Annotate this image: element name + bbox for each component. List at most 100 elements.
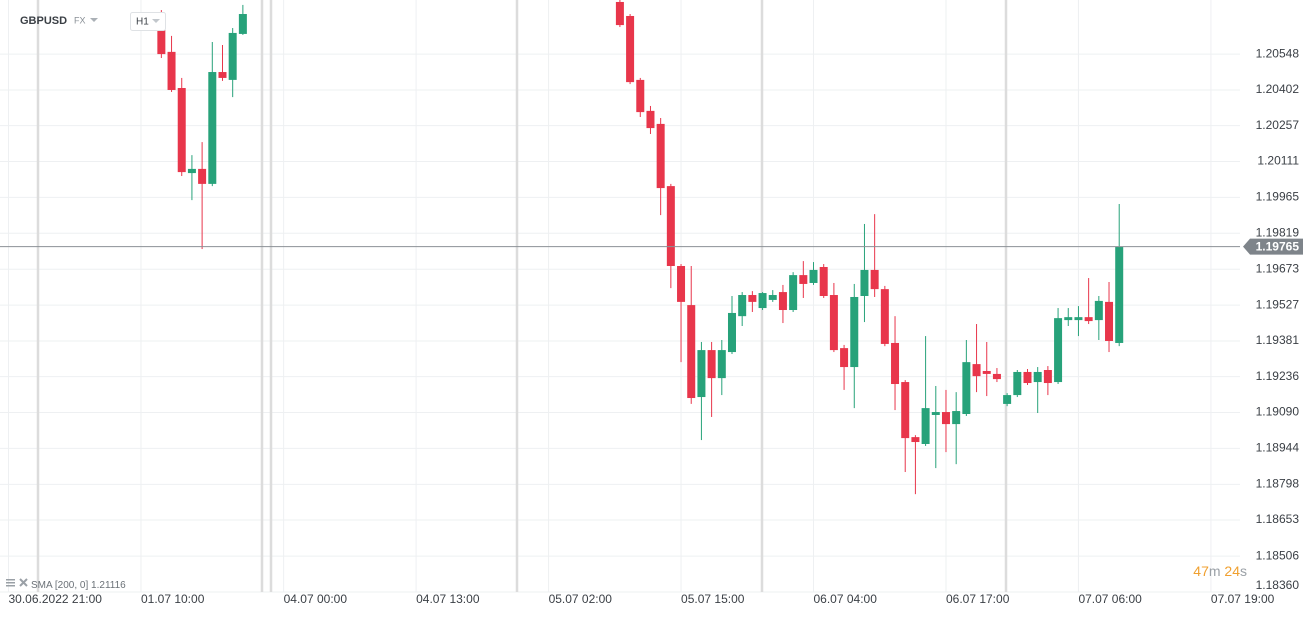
candles (157, 0, 1124, 495)
candle-body (707, 350, 716, 379)
indicator-value: 1.21116 (91, 580, 126, 591)
x-tick-label: 05.07 02:00 (549, 592, 613, 606)
candle-body (1023, 371, 1032, 384)
candle-body (952, 411, 961, 425)
grid (0, 0, 1240, 593)
candle-body (972, 364, 981, 377)
candle-body (1094, 300, 1103, 321)
y-tick-label: 1.20402 (1256, 82, 1300, 96)
x-tick-label: 01.07 10:00 (141, 592, 205, 606)
overlay: 1.20548 1.20402 1.20257 1.20111 1.19965 1.198… (0, 46, 1303, 606)
candle-body (1003, 395, 1012, 404)
candle-body (850, 296, 859, 368)
dropdown-arrow[interactable] (90, 18, 98, 22)
indicator: SMA [200, 0] 1.21116 (31, 580, 126, 591)
candle-body (768, 295, 777, 300)
timer-minutes-unit: m (1209, 563, 1221, 579)
candle-body (727, 312, 736, 353)
candle-body (1115, 246, 1124, 343)
y-tick-label: 1.20548 (1256, 46, 1300, 60)
candle-body (941, 412, 950, 425)
candle-body (901, 382, 910, 439)
candle-body (238, 14, 247, 34)
candle-body (626, 15, 635, 83)
candle-body (687, 305, 696, 399)
timer-seconds: 24 (1224, 563, 1240, 579)
candle-body (789, 275, 798, 311)
candle-body (636, 79, 645, 113)
candle-body (809, 269, 818, 283)
y-tick-label: 1.18506 (1256, 548, 1300, 562)
y-tick-label: 1.19965 (1256, 190, 1300, 204)
interval[interactable]: H1 (136, 17, 149, 28)
candle-body (1054, 318, 1063, 383)
indicator-params: [200, 0] (55, 580, 89, 591)
indicator-name: SMA (31, 580, 53, 591)
x-tick-label: 07.07 19:00 (1211, 592, 1275, 606)
candle-body (697, 350, 706, 398)
candle-body (860, 269, 869, 296)
candle-body (748, 295, 757, 302)
y-tick-label: 1.19527 (1256, 297, 1300, 311)
y-tick-label: 1.20111 (1257, 154, 1299, 168)
y-tick-label: 1.19819 (1256, 225, 1300, 239)
candle-body (931, 412, 940, 415)
y-tick-label: 1.19090 (1256, 405, 1300, 419)
candle-body (208, 72, 217, 184)
candle-body (778, 292, 787, 311)
candle-body (982, 370, 991, 374)
y-tick-label: 1.18360 (1256, 578, 1300, 592)
candle-body (870, 269, 879, 290)
candle-body (198, 168, 207, 184)
candle-body (1084, 317, 1093, 322)
dropdown-arrow[interactable] (152, 19, 160, 23)
x-tick-label: 04.07 13:00 (416, 592, 480, 606)
x-tick-label: 30.06.2022 21:00 (9, 592, 103, 606)
candle-body (819, 266, 828, 296)
candle-body (167, 51, 176, 90)
candle-body (1033, 371, 1042, 383)
candle-body (1064, 317, 1073, 321)
candle-body (666, 186, 675, 267)
candle-body (717, 350, 726, 379)
candle-body (656, 123, 665, 189)
indicator-icons[interactable] (6, 578, 28, 587)
candle-body (911, 437, 920, 443)
y-tick-label: 1.18653 (1256, 512, 1300, 526)
market: FX (74, 15, 86, 25)
x-tick-label: 05.07 15:00 (681, 592, 745, 606)
y-tick-label: 1.18798 (1256, 476, 1300, 490)
candle-body (891, 342, 900, 385)
x-tick-label: 06.07 17:00 (946, 592, 1010, 606)
y-tick-label: 1.19381 (1256, 333, 1300, 347)
timer-seconds-unit: s (1240, 563, 1247, 579)
y-tick-label: 1.19673 (1256, 261, 1300, 275)
y-tick-label: 1.18944 (1256, 441, 1300, 455)
x-tick-label: 04.07 00:00 (284, 592, 348, 606)
x-tick-label: 07.07 06:00 (1078, 592, 1142, 606)
candle-body (921, 408, 930, 444)
candle-body (799, 275, 808, 284)
candle-body (646, 110, 655, 129)
symbol[interactable]: GBPUSD (20, 15, 67, 27)
candle-body (677, 266, 686, 302)
candle-body (615, 1, 624, 26)
interval-box[interactable] (130, 12, 166, 31)
candle-body (187, 168, 196, 174)
candle-body (218, 72, 227, 78)
x-tick-label: 06.07 04:00 (814, 592, 878, 606)
candle-body (1074, 317, 1083, 321)
candle-body (228, 32, 237, 80)
candle-body (880, 289, 889, 344)
candle-body (1105, 301, 1114, 341)
candle-body (738, 295, 747, 317)
last-price-label: 1.19765 (1256, 239, 1300, 253)
candle-body (962, 362, 971, 415)
candle-body (177, 88, 186, 173)
candle-body (1013, 371, 1022, 396)
candle-body (829, 295, 838, 351)
timer-minutes: 47 (1193, 563, 1209, 579)
candle-body (157, 19, 166, 55)
candle-body (992, 373, 1001, 380)
